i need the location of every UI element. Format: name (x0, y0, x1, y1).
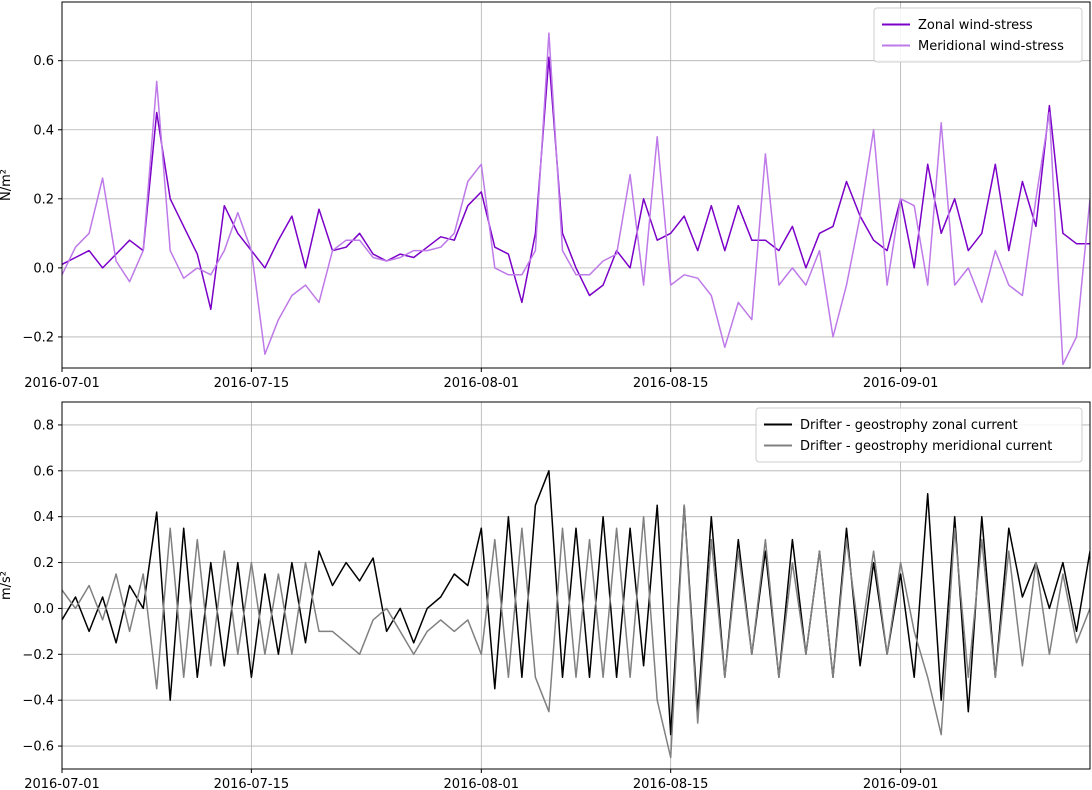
y-tick-label: −0.6 (22, 740, 54, 755)
legend-label: Meridional wind-stress (918, 39, 1064, 54)
y-tick-label: 0.2 (33, 192, 54, 207)
y-tick-label: −0.2 (22, 330, 54, 345)
wind-stress-panel: −0.2 0.0 0.2 0.4 0.6 2016-07-01 2016-07-15 2016… (0, 1, 1091, 391)
y-tick-label: 0.6 (33, 54, 54, 69)
x-tick-label: 2016-09-01 (863, 777, 939, 790)
legend-label: Drifter - geostrophy zonal current (800, 418, 1018, 433)
x-tick-label: 2016-09-01 (863, 376, 939, 391)
x-tick-label: 2016-08-15 (633, 777, 709, 790)
x-tick-label: 2016-08-01 (444, 777, 520, 790)
y-tick-label: −0.4 (22, 694, 54, 709)
y-tick-label: 0.8 (33, 418, 54, 433)
axes-frame (61, 401, 1091, 770)
legend (755, 407, 1083, 463)
x-tick-label: 2016-07-15 (214, 777, 290, 790)
x-tick-label: 2016-07-15 (214, 376, 290, 391)
axes-frame (61, 1, 1091, 369)
legend (873, 7, 1083, 63)
series-line-meridional (62, 32, 1090, 366)
current-panel: −0.6 −0.4 −0.2 0.0 0.2 0.4 0.6 0.8 2016-07-01 201… (0, 401, 1091, 790)
x-tick-label: 2016-08-01 (444, 376, 520, 391)
y-tick-label: 0.2 (33, 556, 54, 571)
series-line-zonal (62, 470, 1090, 736)
y-axis-label: N/m² (0, 169, 14, 201)
legend-label: Drifter - geostrophy meridional current (800, 439, 1052, 454)
legend-label: Zonal wind-stress (918, 18, 1033, 33)
x-tick-label: 2016-07-01 (24, 777, 100, 790)
y-tick-label: 0.6 (33, 464, 54, 479)
x-tick-label: 2016-08-15 (633, 376, 709, 391)
y-tick-label: 0.4 (33, 510, 54, 525)
y-axis-label: m/s² (0, 571, 14, 600)
x-tick-label: 2016-07-01 (24, 376, 100, 391)
y-tick-label: 0.0 (33, 261, 54, 276)
y-tick-label: 0.0 (33, 602, 54, 617)
y-tick-label: 0.4 (33, 123, 54, 138)
y-tick-label: −0.2 (22, 648, 54, 663)
series-line-meridional (62, 504, 1090, 759)
